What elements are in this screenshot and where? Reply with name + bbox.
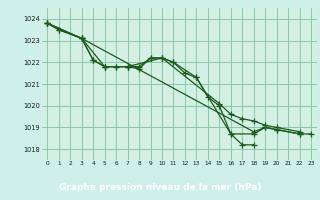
- Text: Graphe pression niveau de la mer (hPa): Graphe pression niveau de la mer (hPa): [59, 182, 261, 192]
